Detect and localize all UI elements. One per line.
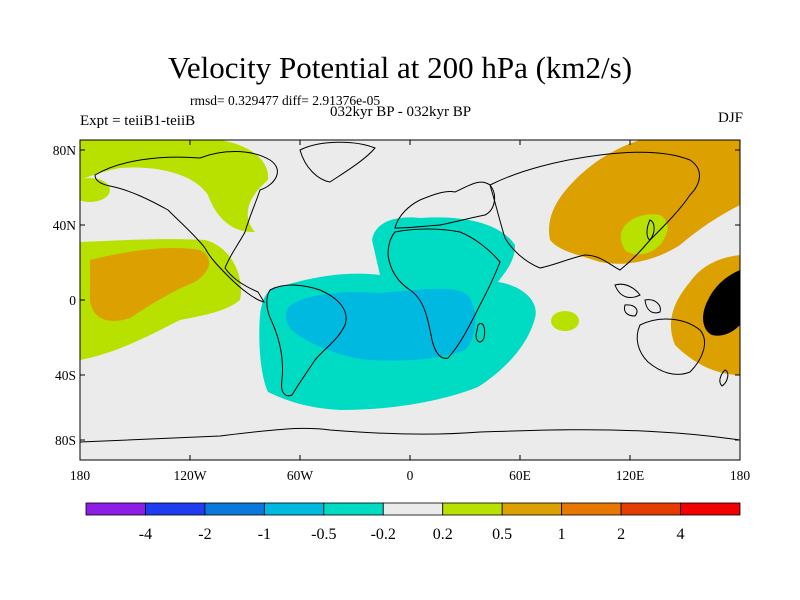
colorbar-swatch	[382, 502, 444, 516]
positive-region-north-pacific	[549, 140, 740, 264]
latitude-axis: 80N 40N 0 40S 80S	[53, 143, 740, 448]
map-title: Velocity Potential at 200 hPa (km2/s)	[167, 50, 633, 85]
coastline-maritime-continent	[614, 283, 661, 317]
lat-tick-label: 80S	[55, 433, 76, 448]
colorbar-swatch	[442, 502, 503, 516]
colorbar-label: 1	[558, 526, 566, 543]
coastline-madagascar	[475, 323, 486, 343]
coastline-north-america	[94, 151, 278, 303]
colorbar-label: 0.2	[433, 526, 453, 543]
coastline-africa	[387, 228, 501, 359]
lat-tick-label: 40N	[53, 218, 77, 233]
colorbar-swatch	[263, 502, 325, 516]
coastline-australia	[636, 318, 705, 375]
stats-label: rmsd= 0.329477 diff= 2.91376e-05	[190, 93, 381, 108]
positive-core-west-pacific	[703, 270, 740, 336]
positive-patch-indian-ocean	[551, 311, 579, 331]
colorbar-label: 4	[677, 526, 685, 543]
lon-tick-label: 180	[730, 468, 751, 483]
colorbar-label: -4	[139, 526, 152, 543]
season-label: DJF	[717, 110, 743, 126]
contour-fills	[80, 140, 740, 410]
colorbar-label: 0.5	[492, 526, 512, 543]
lon-tick-label: 180	[70, 468, 91, 483]
lon-tick-label: 60E	[509, 468, 531, 483]
colorbar-label: -2	[198, 526, 211, 543]
colorbar-label: -1	[258, 526, 271, 543]
experiment-label: Expt = teiiB1-teiiB	[80, 113, 196, 129]
lon-tick-label: 120E	[616, 468, 645, 483]
lon-tick-label: 0	[407, 468, 414, 483]
negative-core-south-atlantic	[285, 288, 476, 361]
coastline-japan	[646, 219, 655, 241]
colorbar-swatch	[561, 502, 622, 516]
coastline-greenland	[299, 141, 376, 183]
colorbar-swatch	[501, 502, 563, 516]
positive-core-east-pacific	[90, 248, 210, 321]
coastline-asia	[489, 151, 700, 271]
lat-tick-label: 0	[69, 293, 76, 308]
colorbar-swatch	[620, 502, 681, 516]
lon-tick-label: 120W	[174, 468, 207, 483]
coastline-south-america	[266, 284, 347, 397]
positive-patch-dateline	[80, 178, 110, 202]
lon-tick-label: 60W	[287, 468, 314, 483]
colorbar-label: -0.5	[311, 526, 336, 543]
lat-tick-label: 40S	[55, 368, 76, 383]
colorbar-label: 2	[617, 526, 625, 543]
colorbar-label: -0.2	[371, 526, 396, 543]
coastline-antarctica	[80, 427, 740, 443]
coastline-new-zealand	[719, 369, 729, 387]
map-plot-area: 180 120W 60W 0 60E 120E 180 80N 40N 0 40S 80S	[53, 139, 751, 483]
coastlines	[80, 141, 740, 443]
colorbar-swatch	[680, 502, 741, 516]
positive-core-japan	[620, 214, 668, 255]
period-label: 032kyr BP - 032kyr BP	[330, 104, 472, 120]
colorbar-swatch	[323, 502, 384, 516]
colorbar: -4 -2 -1 -0.5 -0.2 0.2 0.5 1 2 4	[85, 502, 741, 543]
colorbar-swatch	[85, 502, 146, 516]
colorbar-swatch	[204, 502, 265, 516]
lat-tick-label: 80N	[53, 143, 77, 158]
colorbar-swatch	[145, 502, 206, 516]
longitude-axis: 180 120W 60W 0 60E 120E 180	[70, 140, 751, 483]
